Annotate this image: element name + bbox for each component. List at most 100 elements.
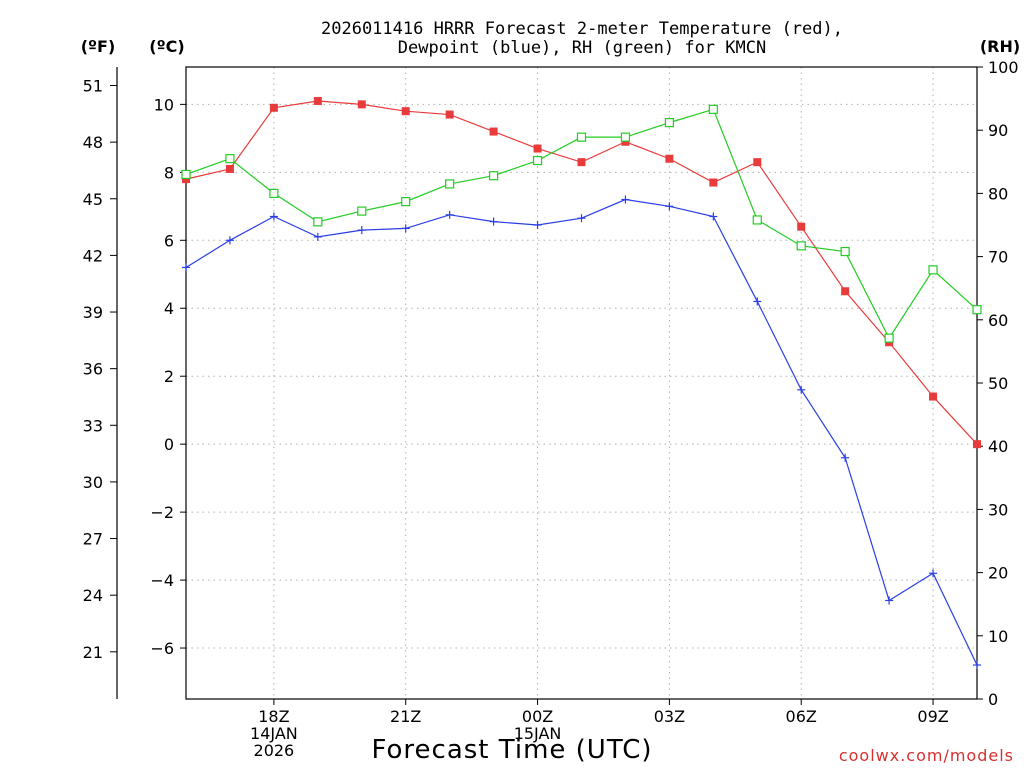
rh-tick-label: 80: [988, 184, 1008, 203]
data-point: [489, 217, 498, 226]
data-point: [357, 100, 366, 109]
data-point: [973, 661, 981, 670]
data-point: [973, 440, 981, 449]
data-point: [532, 155, 543, 166]
data-point: [972, 305, 982, 315]
chart-title-line-2: Dewpoint (blue), RH (green) for KMCN: [398, 38, 766, 58]
data-point: [709, 212, 718, 221]
data-point: [313, 232, 322, 241]
data-point: [401, 197, 411, 207]
data-point: [445, 179, 455, 189]
x-tick-label: 18Z: [258, 707, 289, 726]
rh-tick-label: 10: [988, 627, 1008, 646]
celsius-tick-label: −6: [150, 639, 174, 658]
rh-tick-label: 40: [988, 437, 1008, 456]
data-point: [401, 224, 410, 233]
rh-tick-label: 60: [988, 311, 1008, 330]
data-point: [357, 226, 366, 235]
rh-tick-label: 90: [988, 121, 1008, 140]
data-point: [182, 263, 190, 272]
rh-tick-label: 100: [988, 58, 1019, 77]
data-point: [929, 569, 938, 578]
x-axis-label: Forecast Time (UTC): [371, 735, 652, 765]
fahrenheit-tick-label: 51: [83, 76, 103, 95]
fahrenheit-tick-label: 30: [83, 473, 103, 492]
fahrenheit-unit-label: (ºF): [81, 37, 116, 56]
x-tick-label: 09Z: [917, 707, 948, 726]
data-point: [928, 265, 938, 275]
data-point: [533, 221, 542, 229]
series-dewpoint: [182, 195, 981, 670]
celsius-tick-label: 10: [154, 95, 174, 114]
data-point: [797, 222, 806, 231]
data-point: [884, 333, 894, 343]
fahrenheit-tick-label: 45: [83, 190, 103, 209]
data-point: [620, 132, 631, 142]
data-point: [797, 385, 806, 394]
data-point: [489, 127, 498, 136]
celsius-tick-label: −4: [150, 571, 174, 590]
fahrenheit-tick-label: 27: [83, 530, 103, 549]
fahrenheit-tick-label: 24: [83, 586, 103, 605]
data-point: [533, 144, 542, 153]
data-point: [181, 169, 191, 180]
celsius-tick-label: 0: [164, 435, 174, 454]
celsius-unit-label: (ºC): [149, 37, 184, 56]
data-point: [577, 158, 586, 167]
data-point: [445, 110, 454, 119]
series-2-meter-temperature: [182, 96, 981, 449]
data-point: [840, 246, 850, 257]
series-line: [185, 100, 978, 445]
data-point: [885, 596, 894, 605]
x-tick-label: 15JAN: [514, 724, 562, 743]
data-point: [225, 164, 234, 173]
data-point: [929, 392, 938, 401]
x-tick-label: 21Z: [390, 707, 421, 726]
rh-tick-label: 70: [988, 248, 1008, 267]
data-point: [621, 195, 630, 204]
series-line: [185, 108, 978, 340]
series-line: [185, 198, 978, 666]
fahrenheit-tick-label: 36: [83, 360, 103, 379]
data-point: [841, 287, 850, 296]
data-point: [313, 217, 323, 227]
celsius-tick-label: −2: [150, 503, 174, 522]
data-point: [577, 214, 586, 223]
rh-tick-label: 0: [988, 690, 998, 709]
data-point: [269, 212, 278, 221]
celsius-tick-label: 2: [164, 367, 174, 386]
data-point: [225, 154, 235, 164]
rh-tick-label: 30: [988, 500, 1008, 519]
data-point: [753, 158, 762, 167]
data-point: [313, 96, 322, 105]
rh-unit-label: (RH): [980, 37, 1020, 56]
data-point: [445, 210, 454, 219]
data-point: [357, 206, 367, 216]
x-tick-label: 00Z: [522, 707, 553, 726]
rh-tick-label: 50: [988, 374, 1008, 393]
data-point: [841, 453, 850, 462]
data-point: [401, 107, 410, 116]
fahrenheit-tick-label: 39: [83, 303, 103, 322]
data-point: [753, 297, 762, 306]
fahrenheit-tick-label: 33: [83, 416, 103, 435]
fahrenheit-axis: 51 48 45 42 39 36 33 30 27 24 21: [83, 76, 117, 662]
fahrenheit-tick-label: 42: [83, 246, 103, 265]
data-point: [576, 132, 587, 142]
data-point: [796, 241, 806, 251]
data-point: [752, 215, 762, 225]
data-point: [665, 202, 674, 211]
celsius-axis: 10 8 6 4 2 0 −2 −4 −6: [150, 95, 186, 658]
data-point: [269, 188, 279, 198]
data-point: [489, 171, 499, 181]
celsius-tick-label: 6: [164, 231, 174, 250]
data-point: [225, 236, 234, 245]
celsius-tick-label: 8: [164, 163, 174, 182]
fahrenheit-tick-label: 48: [83, 133, 103, 152]
rh-tick-label: 20: [988, 564, 1008, 583]
fahrenheit-tick-label: 21: [83, 643, 103, 662]
data-point: [269, 103, 278, 112]
